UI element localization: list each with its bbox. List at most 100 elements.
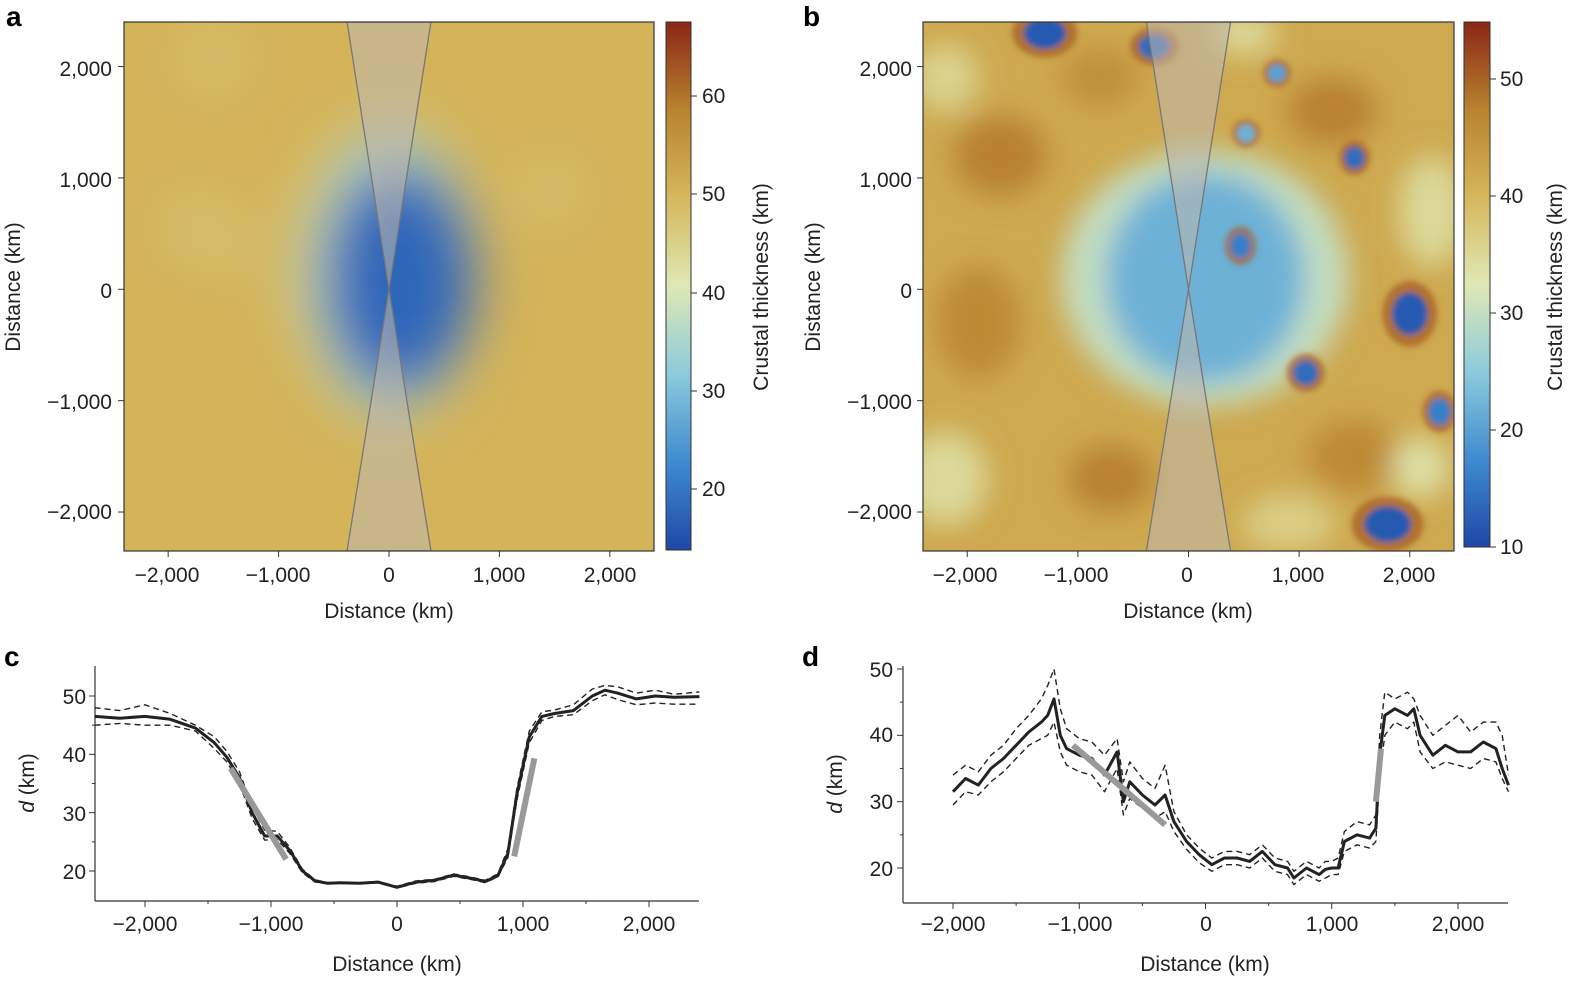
panel-b-tick-marks — [917, 66, 1411, 557]
panel-b-x-tick: 2,000 — [1383, 564, 1436, 587]
profile-bound-line — [952, 668, 1510, 872]
panel-b-colorbar-label: Crustal thickness (km) — [1544, 183, 1567, 391]
panel-a-colorbar-tick: 20 — [702, 478, 725, 501]
panel-a: a −2,000 −1,000 0 1,000 2,000 2,000 1,00… — [2, 1, 773, 623]
slope-fit-line — [1070, 743, 1168, 828]
panel-b-colorbar — [1463, 21, 1491, 548]
panel-b-colorbar-tick: 20 — [1500, 419, 1523, 442]
panel-b: b −2,000 −1,000 0 1,000 2,000 2,000 1,00… — [802, 1, 1567, 623]
panel-a-map — [124, 22, 654, 551]
panel-a-x-tick: 0 — [383, 564, 395, 587]
panel-c-y-tick: 20 — [63, 861, 86, 884]
panel-c-y-label-unit: (km) — [16, 753, 39, 801]
crust-texture — [923, 431, 988, 526]
crust-texture — [1288, 77, 1377, 145]
panel-a-x-tick: −2,000 — [135, 564, 200, 587]
panel-d-series — [951, 668, 1510, 886]
profile-bound-line — [94, 684, 700, 887]
panel-a-x-tick: 1,000 — [473, 564, 526, 587]
panel-d-y-label-symbol: d — [824, 801, 847, 814]
crust-texture — [1392, 436, 1450, 499]
panel-a-x-label: Distance (km) — [324, 600, 454, 623]
panel-d-y-label-unit: (km) — [824, 754, 847, 802]
panel-b-x-tick: −1,000 — [1044, 564, 1109, 587]
panel-b-y-tick: −2,000 — [847, 501, 912, 524]
panel-a-x-tick: 2,000 — [584, 564, 637, 587]
panel-a-colorbar-tick: 30 — [702, 380, 725, 403]
panel-a-colorbar-tick: 40 — [702, 282, 725, 305]
panel-a-axes: −2,000 −1,000 0 1,000 2,000 2,000 1,000 … — [47, 58, 636, 587]
panel-c-x-tick: 0 — [391, 913, 403, 936]
profile-bound-line — [94, 694, 700, 889]
crater — [1428, 398, 1451, 426]
crater — [1230, 233, 1251, 259]
panel-b-map-features — [1061, 150, 1349, 407]
panel-d-y-tick: 40 — [870, 724, 893, 747]
panel-a-colorbar-tick: 50 — [702, 183, 725, 206]
panel-d-x-tick: −1,000 — [1048, 913, 1113, 936]
panel-b-colorbar-tick: 10 — [1500, 536, 1523, 559]
crust-texture — [953, 115, 1047, 196]
crater — [1344, 146, 1365, 170]
crust-texture — [1398, 155, 1454, 267]
panel-d-tick-marks — [897, 668, 1459, 909]
panel-b-profile-wedge — [1145, 22, 1232, 551]
panel-b-map — [923, 22, 1454, 551]
panel-c-x-tick: 1,000 — [497, 913, 550, 936]
panel-d-y-label: d (km) — [824, 754, 847, 814]
panel-a-y-label: Distance (km) — [2, 222, 25, 352]
crater — [215, 231, 243, 259]
crater — [534, 176, 564, 206]
panel-a-y-tick: 0 — [100, 280, 112, 303]
panel-d-y-tick: 20 — [870, 858, 893, 881]
panel-d-x-tick: 1,000 — [1306, 913, 1359, 936]
panel-b-colorbar-ticks: 50 40 30 20 10 — [1490, 68, 1523, 559]
panel-c: c −2,000 −1,000 0 1,000 2,000 50 40 30 2… — [4, 641, 700, 976]
panel-b-y-tick: 2,000 — [859, 58, 912, 81]
panel-b-colorbar-tick: 50 — [1500, 68, 1523, 91]
crater — [1268, 64, 1286, 83]
panel-a-colorbar-ticks: 60 50 40 30 20 — [691, 85, 725, 501]
panel-b-letter: b — [803, 1, 820, 32]
crater — [179, 211, 208, 241]
panel-c-series — [94, 684, 700, 889]
panel-b-x-tick: 1,000 — [1272, 564, 1325, 587]
crust-texture — [923, 44, 979, 112]
panel-c-y-tick: 50 — [63, 686, 86, 709]
profile-mean-line — [94, 688, 700, 889]
panel-d-x-tick: 0 — [1200, 913, 1212, 936]
panel-b-y-label: Distance (km) — [802, 222, 825, 352]
panel-a-tick-marks — [118, 66, 611, 557]
crater — [1023, 22, 1066, 49]
panel-d-x-tick: −2,000 — [921, 913, 986, 936]
crust-texture — [936, 267, 1021, 379]
panel-a-y-tick: 2,000 — [59, 58, 112, 81]
crater — [1392, 292, 1428, 335]
panel-b-colorbar-tick: 30 — [1500, 302, 1523, 325]
panel-c-x-label: Distance (km) — [332, 953, 462, 976]
panel-b-x-tick: −2,000 — [933, 564, 998, 587]
panel-a-profile-wedge — [346, 22, 432, 551]
crust-texture — [1241, 494, 1335, 551]
panel-d-x-tick: 2,000 — [1432, 913, 1485, 936]
crater — [195, 42, 229, 76]
panel-c-x-tick: −2,000 — [113, 913, 178, 936]
crater — [1364, 506, 1411, 543]
panel-b-axes: −2,000 −1,000 0 1,000 2,000 2,000 1,000 … — [847, 58, 1435, 587]
panel-c-y-tick: 30 — [63, 803, 86, 826]
panel-c-x-tick: 2,000 — [623, 913, 676, 936]
panel-d-letter: d — [802, 641, 819, 672]
panel-a-letter: a — [6, 1, 22, 32]
crater — [1237, 124, 1255, 143]
panel-d-y-tick: 30 — [870, 791, 893, 814]
crater — [1293, 360, 1318, 386]
panel-b-y-tick: −1,000 — [847, 391, 912, 414]
panel-b-map-craters — [1012, 22, 1454, 551]
panel-c-y-tick: 40 — [63, 744, 86, 767]
panel-c-y-label: d (km) — [16, 753, 39, 813]
crust-texture — [1307, 420, 1401, 492]
panel-d-y-tick: 50 — [870, 659, 893, 682]
panel-b-x-tick: 0 — [1181, 564, 1193, 587]
panel-c-tick-marks — [89, 695, 650, 907]
